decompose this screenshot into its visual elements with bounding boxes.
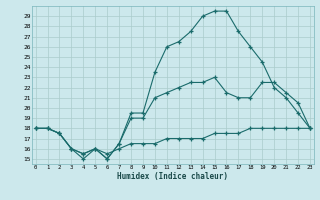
X-axis label: Humidex (Indice chaleur): Humidex (Indice chaleur) xyxy=(117,172,228,181)
